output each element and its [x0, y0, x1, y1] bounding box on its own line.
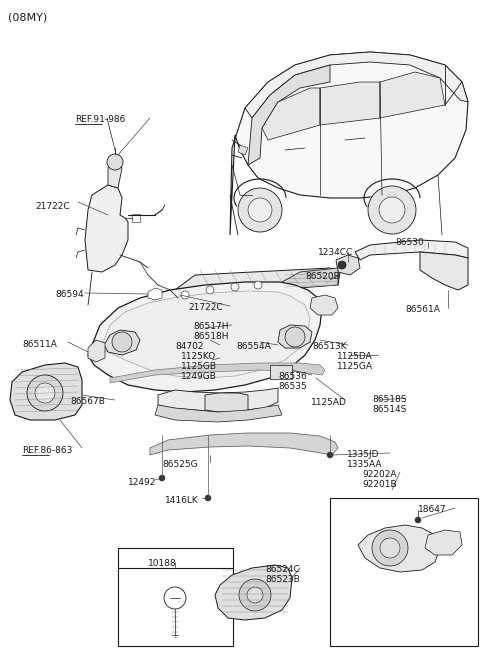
Circle shape — [239, 579, 271, 611]
Circle shape — [327, 452, 333, 458]
Text: 86524C: 86524C — [265, 565, 300, 574]
Text: (08MY): (08MY) — [8, 12, 47, 22]
Polygon shape — [358, 525, 440, 572]
Circle shape — [380, 538, 400, 558]
Text: 86561A: 86561A — [405, 305, 440, 314]
Polygon shape — [355, 240, 468, 260]
Polygon shape — [245, 52, 468, 118]
Circle shape — [254, 281, 262, 289]
Polygon shape — [278, 325, 312, 348]
Text: 1125GB: 1125GB — [181, 362, 217, 371]
Text: 12492: 12492 — [128, 478, 156, 487]
Polygon shape — [215, 565, 292, 620]
Circle shape — [231, 283, 239, 291]
Circle shape — [368, 186, 416, 234]
Text: 86517H: 86517H — [193, 322, 228, 331]
Text: 86536: 86536 — [278, 372, 307, 381]
Bar — [330, 498, 478, 646]
Text: 86535: 86535 — [278, 382, 307, 391]
Text: 84702: 84702 — [175, 342, 204, 351]
Text: 86594: 86594 — [55, 290, 84, 299]
Polygon shape — [110, 363, 325, 383]
Polygon shape — [380, 72, 445, 118]
Polygon shape — [175, 268, 340, 302]
Text: 86511A: 86511A — [22, 340, 57, 349]
Polygon shape — [158, 388, 278, 412]
Text: 1249GB: 1249GB — [181, 372, 217, 381]
Text: 1125DA: 1125DA — [337, 352, 373, 361]
Polygon shape — [148, 288, 162, 300]
Text: 1125AD: 1125AD — [311, 398, 347, 407]
Text: 86554A: 86554A — [236, 342, 271, 351]
Polygon shape — [88, 282, 322, 392]
Polygon shape — [150, 433, 338, 455]
Polygon shape — [132, 214, 140, 222]
Text: 92201B: 92201B — [362, 480, 396, 489]
Circle shape — [205, 495, 211, 501]
Polygon shape — [310, 295, 338, 315]
Circle shape — [338, 261, 346, 269]
Text: REF.86-863: REF.86-863 — [22, 446, 72, 455]
Text: 86520B: 86520B — [305, 272, 340, 281]
Circle shape — [112, 332, 132, 352]
Polygon shape — [10, 363, 82, 420]
Polygon shape — [320, 82, 380, 125]
Circle shape — [248, 198, 272, 222]
Text: 86530: 86530 — [395, 238, 424, 247]
Polygon shape — [100, 291, 310, 378]
Text: 1335AA: 1335AA — [347, 460, 383, 469]
Text: 86525G: 86525G — [162, 460, 198, 469]
Text: 86513K: 86513K — [312, 342, 347, 351]
Circle shape — [27, 375, 63, 411]
Polygon shape — [85, 185, 128, 272]
Polygon shape — [282, 268, 338, 295]
Bar — [118, 548, 233, 646]
Circle shape — [372, 530, 408, 566]
Polygon shape — [336, 255, 360, 275]
Polygon shape — [262, 88, 320, 140]
Text: 1335JD: 1335JD — [347, 450, 380, 459]
Text: 86518H: 86518H — [193, 332, 228, 341]
Polygon shape — [230, 52, 468, 235]
Text: 86518S: 86518S — [372, 395, 407, 404]
Circle shape — [285, 327, 305, 347]
Bar — [270, 365, 292, 379]
Text: 21722C: 21722C — [188, 303, 223, 312]
Text: 10188: 10188 — [148, 559, 177, 568]
Text: 1125GA: 1125GA — [337, 362, 373, 371]
Circle shape — [159, 475, 165, 481]
Polygon shape — [238, 145, 248, 155]
Polygon shape — [248, 65, 330, 165]
Circle shape — [247, 587, 263, 603]
Text: 21722C: 21722C — [35, 202, 70, 211]
Text: 1416LK: 1416LK — [165, 496, 199, 505]
Polygon shape — [425, 530, 462, 555]
Text: 92202A: 92202A — [362, 470, 396, 479]
Circle shape — [379, 197, 405, 223]
Polygon shape — [155, 405, 282, 422]
Circle shape — [181, 291, 189, 299]
Circle shape — [164, 587, 186, 609]
Circle shape — [415, 517, 421, 523]
Polygon shape — [104, 330, 140, 355]
Text: 18647: 18647 — [418, 505, 446, 514]
Circle shape — [238, 188, 282, 232]
Circle shape — [206, 286, 214, 294]
Circle shape — [35, 383, 55, 403]
Text: 86514S: 86514S — [372, 405, 407, 414]
Text: 86523B: 86523B — [265, 575, 300, 584]
Polygon shape — [420, 252, 468, 290]
Text: 1234CC: 1234CC — [318, 248, 353, 257]
Text: 1125KO: 1125KO — [181, 352, 216, 361]
Polygon shape — [108, 162, 122, 188]
Polygon shape — [88, 340, 105, 362]
Text: 86567B: 86567B — [70, 397, 105, 406]
Polygon shape — [205, 393, 248, 412]
Circle shape — [107, 154, 123, 170]
Text: REF.91-986: REF.91-986 — [75, 115, 125, 124]
